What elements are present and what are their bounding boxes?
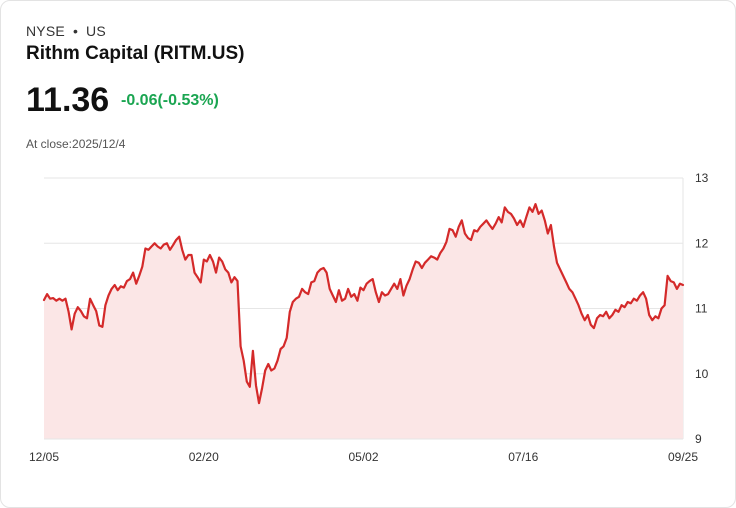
x-tick-07-16: 07/16 bbox=[508, 450, 538, 464]
separator-dot: • bbox=[72, 23, 79, 39]
y-tick-11: 11 bbox=[695, 302, 708, 316]
stock-price: 11.36 bbox=[26, 81, 110, 119]
x-tick-09-25: 09/25 bbox=[668, 450, 698, 464]
x-tick-02-20: 02/20 bbox=[189, 450, 219, 464]
y-tick-9: 9 bbox=[695, 432, 702, 446]
exchange-line: NYSE • US bbox=[26, 23, 106, 39]
stock-title: Rithm Capital (RITM.US) bbox=[26, 43, 245, 64]
price-chart[interactable]: 13 12 11 10 9 12/05 02/20 05/02 07/16 09/25 bbox=[1, 161, 736, 471]
price-area bbox=[44, 204, 683, 439]
x-tick-12-05: 12/05 bbox=[29, 450, 59, 464]
x-tick-05-02: 05/02 bbox=[348, 450, 378, 464]
exchange-name: NYSE bbox=[26, 23, 65, 39]
country-code: US bbox=[86, 23, 106, 39]
close-date: At close:2025/12/4 bbox=[26, 137, 126, 151]
y-tick-12: 12 bbox=[695, 236, 709, 250]
price-line bbox=[42, 203, 685, 405]
price-change: -0.06(-0.53%) bbox=[121, 92, 219, 109]
y-tick-13: 13 bbox=[695, 171, 709, 185]
y-tick-10: 10 bbox=[695, 367, 709, 381]
